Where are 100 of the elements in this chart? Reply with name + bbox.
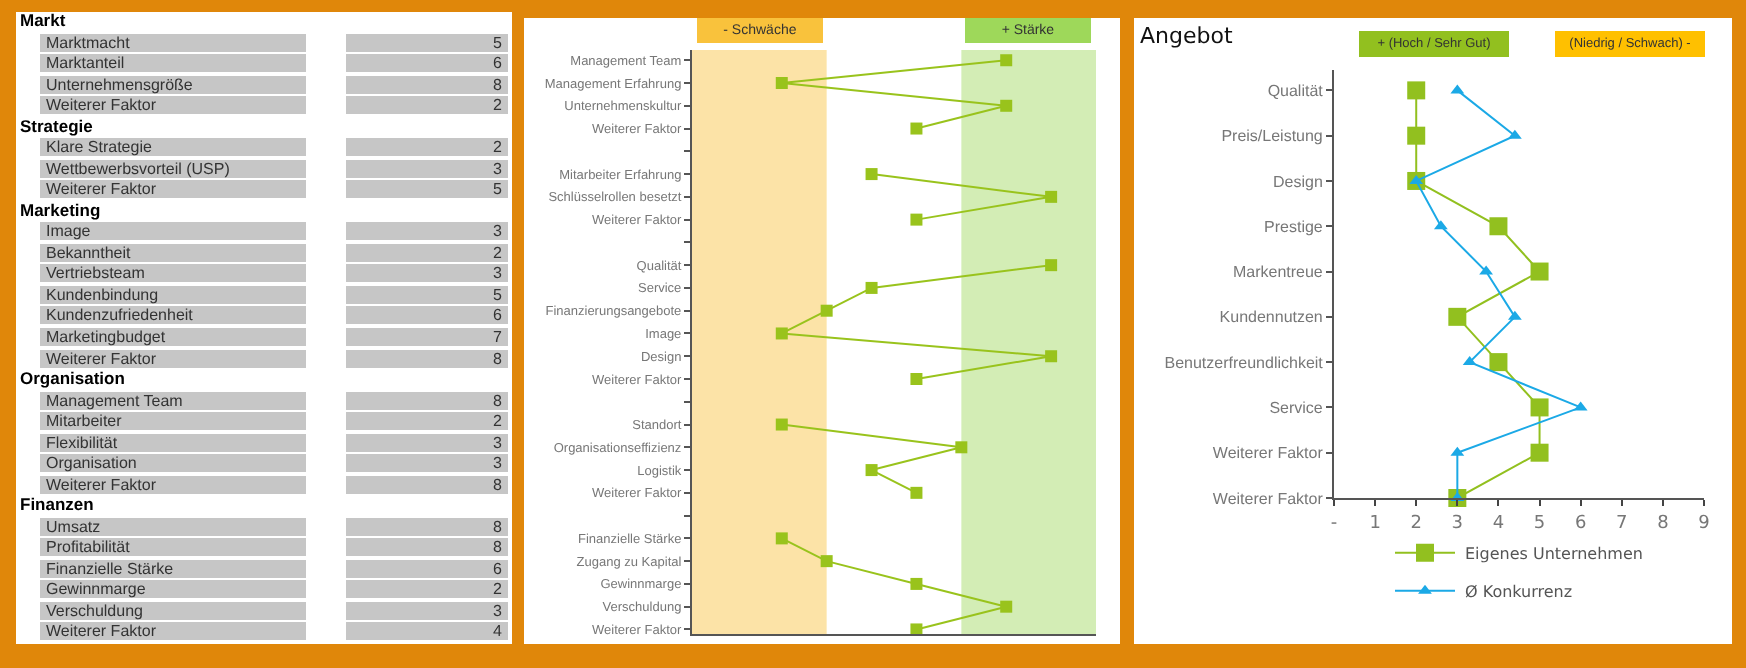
category-label: Organisation [20,368,125,389]
point [865,168,878,181]
category-label: Finanzen [20,494,94,515]
data-label: 4 [493,622,502,641]
point [910,577,923,590]
y-tick-label: Design [1272,172,1323,191]
point [1045,259,1058,272]
data-label: 3 [493,264,502,283]
x-tick-label: 2 [1410,513,1422,534]
point [1530,398,1549,417]
category-label: Marktanteil [40,54,306,73]
point [1045,350,1058,363]
x-tick-label: - [1330,513,1338,534]
data-label: 3 [493,601,502,620]
point [1000,99,1013,112]
y-tick-label: Weiterer Faktor [1212,444,1324,463]
y-tick-label: Qualität [1267,81,1325,100]
legend-label: Ø Konkurrenz [1465,582,1573,601]
y-tick-label: Weiterer Faktor [1212,489,1324,508]
y-tick-label: Markentreue [1232,263,1324,282]
category-label: Kundenbindung [40,285,306,304]
data-label: 2 [493,138,502,157]
point [1530,262,1549,281]
category-label: Umsatz [40,517,306,536]
category-label: Flexibilität [40,433,306,452]
data-label: 3 [493,433,502,452]
data-label: 8 [493,349,502,368]
category-label: Weiterer Faktor [40,349,306,368]
legend-label: Eigenes Unternehmen [1465,544,1643,563]
point [910,122,923,135]
x-tick-label: 5 [1533,513,1546,534]
data-label: 6 [493,559,502,578]
category-label: Weiterer Faktor [40,622,306,641]
category-label: Gewinnmarge [40,580,306,599]
point [910,486,923,499]
category-label: Kundenzufriedenheit [40,306,306,325]
y-tick-label: Service [1269,399,1324,418]
data-label: 6 [493,54,502,73]
point [1407,126,1426,145]
category-label: Klare Strategie [40,138,306,157]
category-label: Vertriebsteam [40,264,306,283]
point [1045,190,1058,203]
point [1530,443,1549,462]
data-label: 2 [493,580,502,599]
category-label: Profitabilität [40,538,306,557]
data-label: 8 [493,538,502,557]
point [910,373,923,385]
category-label: Organisation [40,454,306,473]
x-tick-label: 8 [1657,513,1670,534]
point [1448,307,1467,326]
category-label: Weiterer Faktor [40,475,306,494]
data-label: 2 [493,96,502,115]
data-label: 8 [493,475,502,494]
point [775,77,788,90]
x-tick-label: 9 [1698,513,1711,534]
data-label: 2 [493,243,502,262]
category-label: Strategie [20,115,93,136]
x-tick-label: 1 [1369,513,1381,534]
category-label: Finanzielle Stärke [40,559,306,578]
point [820,555,833,568]
point [955,441,968,454]
point [1000,54,1013,67]
category-label: Marketingbudget [40,328,306,346]
data-label: 8 [493,75,502,94]
point [775,327,788,340]
category-label: Verschuldung [40,601,306,620]
data-label: 5 [493,33,502,52]
point [865,464,878,477]
x-tick-label: 3 [1451,513,1464,534]
point [1407,81,1426,100]
category-label: Marketing [20,199,101,220]
point [910,213,923,226]
data-label: 5 [493,285,502,304]
y-tick-label: Preis/Leistung [1221,127,1323,146]
category-label: Image [40,222,306,241]
x-tick-label: 6 [1574,513,1587,534]
data-label: 8 [493,391,502,410]
data-label: 7 [493,328,502,346]
data-label: 5 [493,180,502,199]
y-tick-label: Prestige [1264,217,1324,236]
category-label: Weiterer Faktor [40,96,306,115]
data-label: 6 [493,306,502,325]
data-label: 3 [493,159,502,178]
category-label: Mitarbeiter [40,412,306,431]
y-tick-label: Benutzerfreundlichkeit [1164,353,1325,372]
point [1000,600,1013,613]
y-tick-label: Kundennutzen [1219,308,1323,327]
category-label: Marktmacht [40,33,306,52]
data-label: 3 [493,454,502,473]
category-label: Unternehmensgröße [40,75,306,94]
point [775,532,788,545]
category-label: Markt [20,10,66,30]
category-label: Bekanntheit [40,243,306,262]
category-label: Weiterer Faktor [40,180,306,199]
category-label: Management Team [40,391,306,410]
point [1489,217,1508,236]
chart-title: Angebot [1139,22,1234,49]
point [865,281,878,294]
point [820,304,833,317]
point [1489,353,1508,372]
